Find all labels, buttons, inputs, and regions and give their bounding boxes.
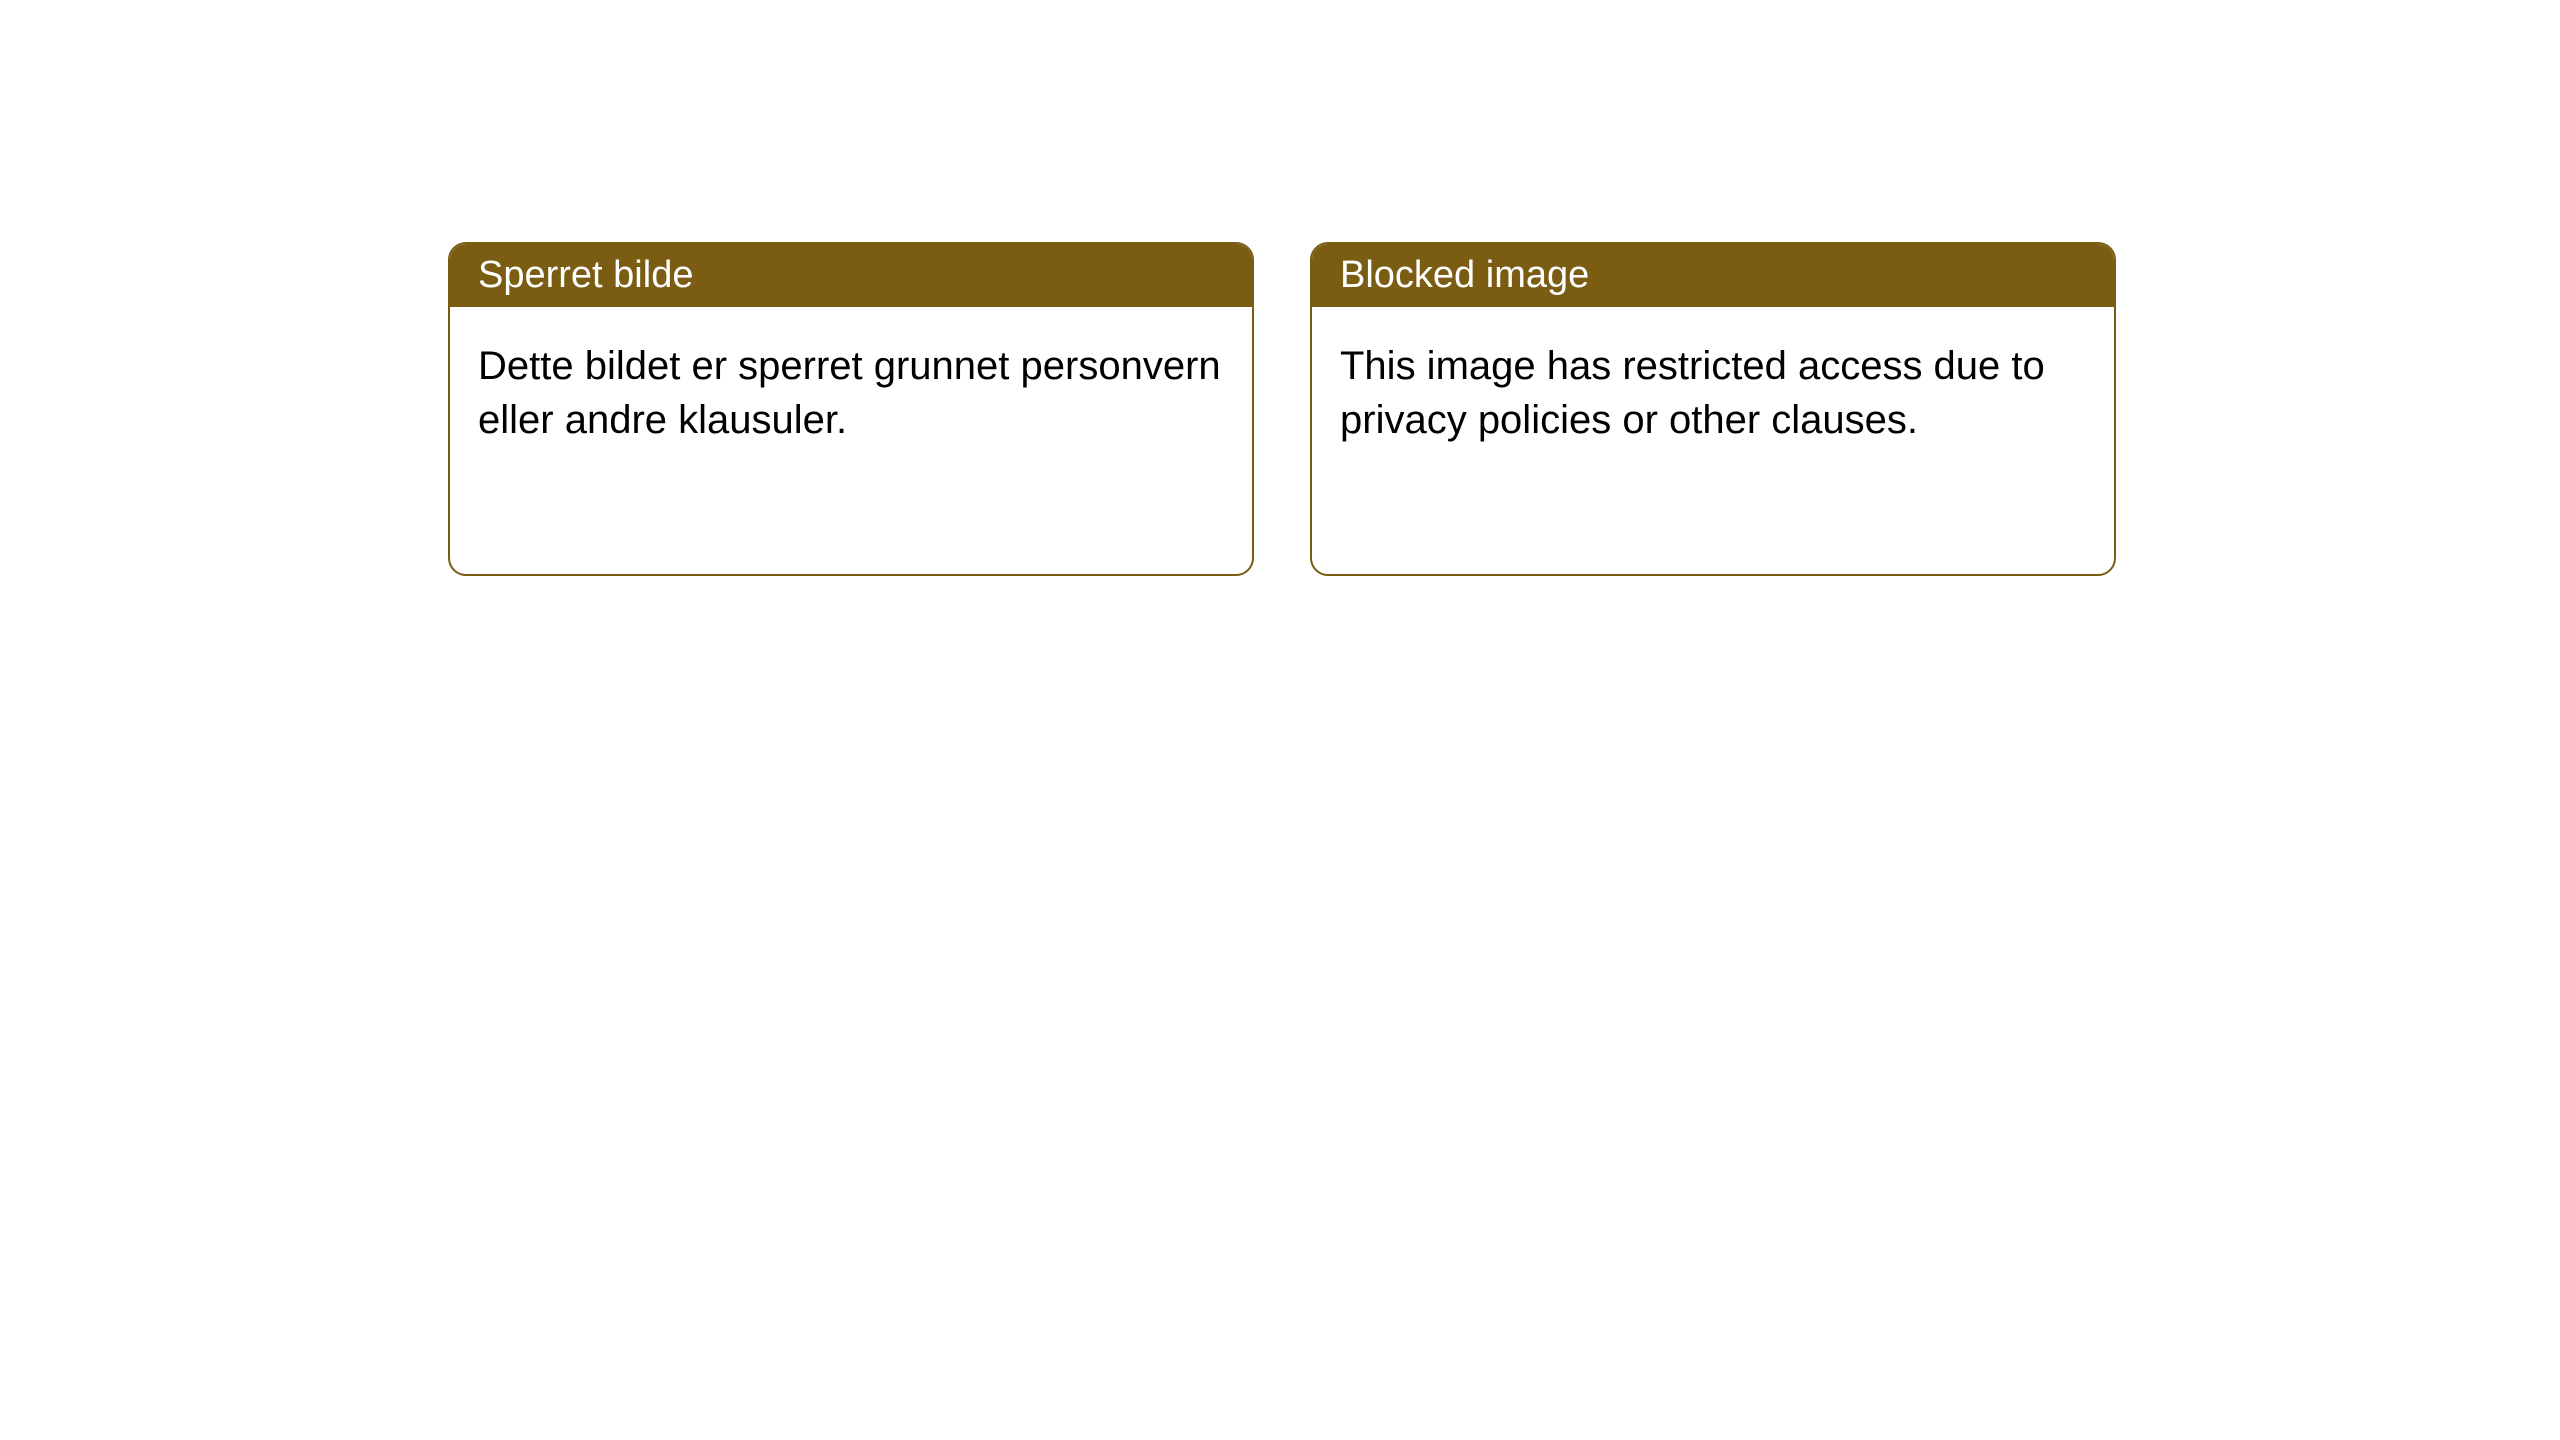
- notice-container: Sperret bilde Dette bildet er sperret gr…: [448, 242, 2116, 576]
- notice-card-english: Blocked image This image has restricted …: [1310, 242, 2116, 576]
- notice-title-english: Blocked image: [1312, 244, 2114, 307]
- notice-message-norwegian: Dette bildet er sperret grunnet personve…: [450, 307, 1252, 479]
- notice-card-norwegian: Sperret bilde Dette bildet er sperret gr…: [448, 242, 1254, 576]
- notice-message-english: This image has restricted access due to …: [1312, 307, 2114, 479]
- notice-title-norwegian: Sperret bilde: [450, 244, 1252, 307]
